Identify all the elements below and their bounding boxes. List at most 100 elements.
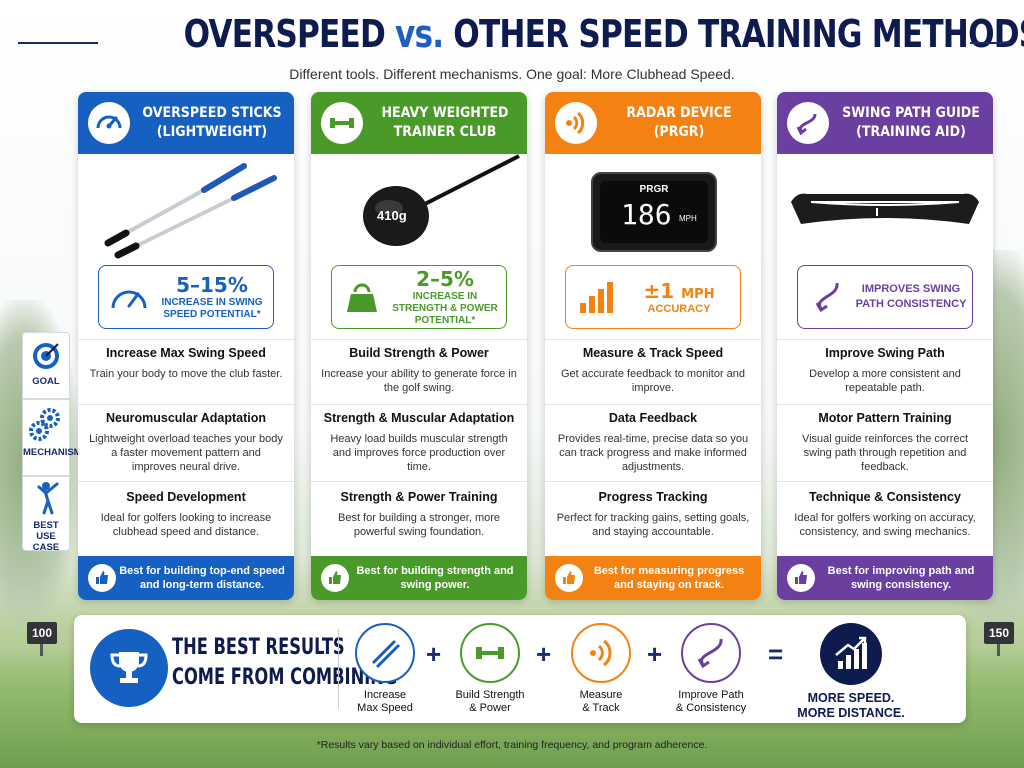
side-label-best-use-case-text: BEST USE CASE [32, 520, 60, 553]
growth-chart-icon [820, 623, 882, 685]
column-heavy-weighted-trainer: HEAVY WEIGHTED TRAINER CLUB 410g 2–5% IN… [311, 92, 527, 600]
kettlebell-icon [340, 280, 384, 314]
mechanism-title: Neuromuscular Adaptation [106, 411, 266, 425]
stat-caption: ACCURACY [647, 303, 711, 315]
use-case-cell: Progress Tracking Perfect for tracking g… [545, 481, 761, 557]
combination-summary: THE BEST RESULTS COME FROM COMBINING Inc… [74, 615, 966, 723]
curved-arrow-icon [681, 623, 741, 683]
mechanism-cell: Strength & Muscular Adaptation Heavy loa… [311, 404, 527, 481]
mechanism-cell: Data Feedback Provides real-time, precis… [545, 404, 761, 481]
stat-box: 2–5% INCREASE IN STRENGTH & POWER POTENT… [331, 265, 507, 329]
mechanism-title: Motor Pattern Training [818, 411, 952, 425]
combo-item-path: Improve Path & Consistency [668, 623, 754, 715]
yard-marker-right: 150 [984, 622, 1014, 656]
use-case-cell: Strength & Power Training Best for build… [311, 481, 527, 557]
footer-text: Best for improving path and swing consis… [827, 565, 975, 591]
column-header: HEAVY WEIGHTED TRAINER CLUB [311, 92, 527, 154]
speedometer-icon [88, 102, 130, 144]
stat-caption: IMPROVES SWING PATH CONSISTENCY [855, 283, 967, 310]
overspeed-sticks-icon [355, 623, 415, 683]
stat-caption: INCREASE IN STRENGTH & POWER POTENTIAL* [392, 291, 498, 326]
goal-text: Train your body to move the club faster. [89, 368, 283, 380]
goal-cell: Measure & Track Speed Get accurate feedb… [545, 339, 761, 404]
goal-text: Increase your ability to generate force … [321, 368, 517, 394]
header: OVERSPEED vs. OTHER SPEED TRAINING METHO… [0, 8, 1024, 64]
weighted-club-image: 410g [311, 154, 527, 266]
column-header: SWING PATH GUIDE (TRAINING AID) [777, 92, 993, 154]
mechanism-text: Provides real-time, precise data so you … [557, 433, 749, 473]
swing-path-guide-image [777, 154, 993, 266]
mechanism-title: Strength & Muscular Adaptation [323, 411, 515, 425]
overspeed-sticks-image [78, 154, 294, 266]
mechanism-text: Lightweight overload teaches your body a… [89, 433, 283, 473]
goal-title: Increase Max Swing Speed [106, 346, 266, 360]
side-label-best-use-case: BEST USE CASE [22, 476, 70, 553]
title-vs: vs. [395, 12, 444, 56]
column-footer: Best for building strength and swing pow… [311, 556, 527, 600]
column-swing-path-guide: SWING PATH GUIDE (TRAINING AID) IMPROVES… [777, 92, 993, 600]
goal-title: Measure & Track Speed [582, 346, 724, 360]
thumbs-up-icon [555, 564, 583, 592]
use-case-text: Perfect for tracking gains, setting goal… [556, 512, 750, 538]
column-header: OVERSPEED STICKS (LIGHTWEIGHT) [78, 92, 294, 154]
combo-label: Measure & Track [579, 689, 623, 714]
column-title: RADAR DEVICE (PRGR) [626, 105, 732, 140]
footer-text: Best for building top-end speed and long… [119, 565, 285, 591]
curved-arrow-icon [787, 102, 829, 144]
column-title: OVERSPEED STICKS (LIGHTWEIGHT) [142, 105, 282, 140]
golfer-icon [37, 482, 59, 515]
plus-sign: + [536, 639, 552, 669]
trophy-icon [90, 629, 168, 707]
column-radar-device: RADAR DEVICE (PRGR) PRGR 186 MPH ±1 MPH … [545, 92, 761, 600]
plus-sign: + [647, 639, 663, 669]
mechanism-text: Visual guide reinforces the correct swin… [801, 433, 969, 473]
column-footer: Best for improving path and swing consis… [777, 556, 993, 600]
goal-text: Develop a more consistent and repeatable… [809, 368, 961, 394]
goal-cell: Build Strength & Power Increase your abi… [311, 339, 527, 404]
column-footer: Best for building top-end speed and long… [78, 556, 294, 600]
stat-box: ±1 MPH ACCURACY [565, 265, 741, 329]
column-title: HEAVY WEIGHTED TRAINER CLUB [381, 105, 509, 140]
combo-label: Increase Max Speed [357, 689, 413, 714]
curved-arrow-icon [806, 279, 850, 315]
title-part2: OTHER SPEED TRAINING METHODS [453, 12, 1024, 56]
radar-waves-icon [555, 102, 597, 144]
page-subtitle: Different tools. Different mechanisms. O… [289, 66, 735, 82]
combo-label: Build Strength & Power [455, 689, 525, 714]
result-label: MORE SPEED. MORE DISTANCE. [797, 691, 905, 720]
use-case-text: Best for building a stronger, more power… [337, 512, 501, 538]
bar-chart-icon [574, 281, 618, 313]
combo-item-measure: Measure & Track [558, 623, 644, 715]
page-title: OVERSPEED vs. OTHER SPEED TRAINING METHO… [183, 12, 1024, 56]
divider [338, 629, 339, 709]
stat-caption: INCREASE IN SWING SPEED POTENTIAL* [161, 297, 263, 320]
use-case-title: Progress Tracking [598, 490, 708, 504]
mechanism-title: Data Feedback [608, 411, 698, 425]
use-case-cell: Technique & Consistency Ideal for golfer… [777, 481, 993, 557]
thumbs-up-icon [787, 564, 815, 592]
side-label-goal: GOAL [22, 332, 70, 399]
goal-text: Get accurate feedback to monitor and imp… [560, 368, 746, 394]
combination-headline: THE BEST RESULTS COME FROM COMBINING [172, 635, 398, 690]
side-label-mechanism: MECHANISM [22, 399, 82, 476]
combo-item-strength: Build Strength & Power [447, 623, 533, 715]
radar-device-image: PRGR 186 MPH [545, 154, 761, 266]
yard-marker-left: 100 [27, 622, 57, 656]
mechanism-cell: Neuromuscular Adaptation Lightweight ove… [78, 404, 294, 481]
goal-cell: Improve Swing Path Develop a more consis… [777, 339, 993, 404]
combo-label: Improve Path & Consistency [675, 689, 747, 714]
device-brand: PRGR [639, 184, 669, 195]
speedometer-icon [107, 282, 151, 312]
stat-value: 5–15% [176, 273, 248, 297]
footnote: *Results vary based on individual effort… [316, 739, 708, 751]
combo-item-speed: Increase Max Speed [342, 623, 428, 715]
column-footer: Best for measuring progress and staying … [545, 556, 761, 600]
title-part1: OVERSPEED [183, 12, 386, 56]
title-rule-right [970, 42, 1010, 44]
goal-title: Build Strength & Power [349, 346, 489, 360]
stat-value: 2–5% [416, 267, 474, 291]
title-rule-left [18, 42, 98, 44]
device-speed-unit: MPH [679, 214, 697, 223]
side-label-mechanism-text: MECHANISM [23, 447, 82, 458]
use-case-title: Speed Development [126, 490, 246, 504]
